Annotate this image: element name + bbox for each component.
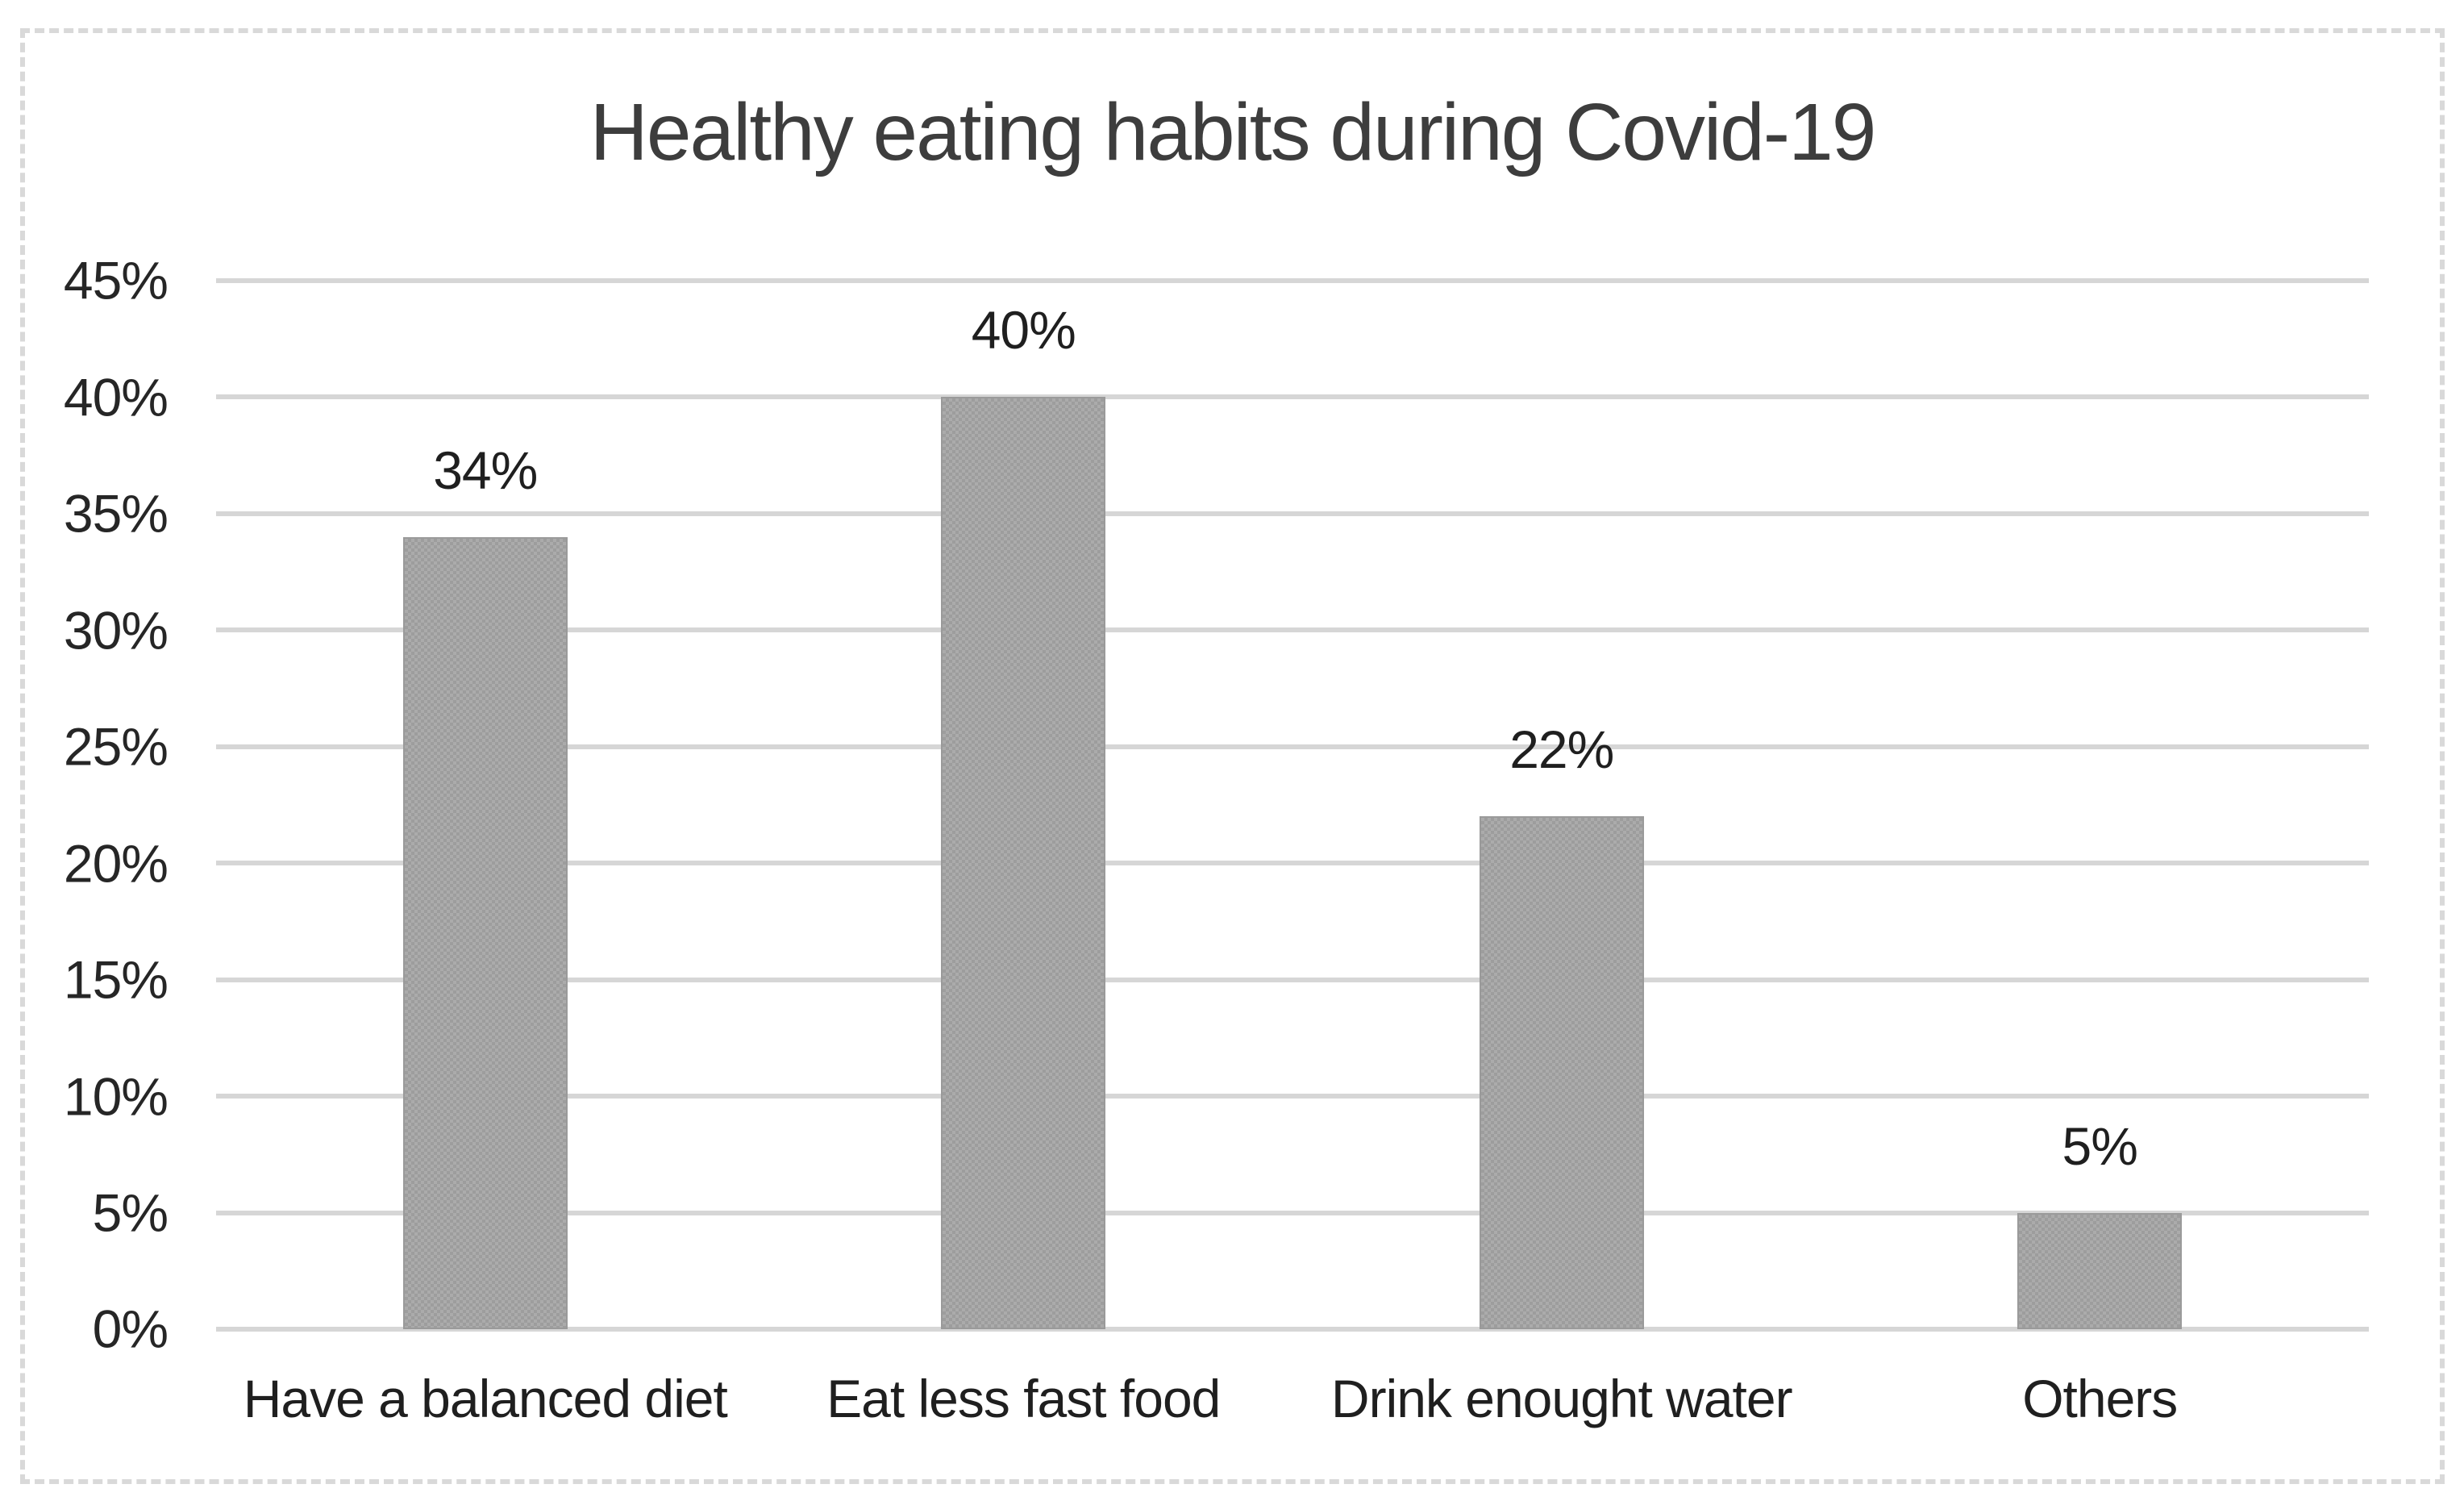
y-tick-label: 25% <box>63 716 169 777</box>
bar-value-label: 5% <box>2062 1115 2138 1176</box>
y-tick-label: 20% <box>63 832 169 893</box>
y-tick-label: 5% <box>92 1182 169 1243</box>
bar <box>1479 816 1644 1329</box>
gridline <box>216 744 2369 749</box>
y-tick-label: 40% <box>63 367 169 427</box>
y-tick-label: 30% <box>63 600 169 661</box>
bar-value-label: 40% <box>971 300 1076 361</box>
category-label: Drink enought water <box>1330 1369 1793 1428</box>
gridline <box>216 627 2369 633</box>
gridline <box>216 278 2369 283</box>
gridline <box>216 977 2369 982</box>
gridline <box>216 1094 2369 1099</box>
y-tick-label: 35% <box>63 483 169 544</box>
bar <box>2017 1212 2183 1329</box>
y-tick-label: 0% <box>92 1299 169 1359</box>
category-label: Have a balanced diet <box>243 1369 728 1428</box>
category-label: Others <box>2022 1369 2178 1428</box>
gridline <box>216 1210 2369 1215</box>
gridline <box>216 511 2369 516</box>
chart-title: Healthy eating habits during Covid-19 <box>589 87 1877 177</box>
bar-value-label: 22% <box>1509 719 1614 780</box>
gridline <box>216 394 2369 400</box>
y-tick-label: 15% <box>63 949 169 1010</box>
bar <box>402 536 568 1329</box>
y-tick-label: 10% <box>63 1065 169 1126</box>
bar-value-label: 34% <box>433 440 538 500</box>
y-tick-label: 45% <box>63 250 169 311</box>
bar <box>941 397 1106 1329</box>
gridline <box>216 861 2369 866</box>
category-label: Eat less fast food <box>826 1369 1221 1428</box>
gridline <box>216 1327 2369 1332</box>
chart-frame: Healthy eating habits during Covid-19 0%… <box>20 28 2445 1484</box>
plot-area: 0% 5% 10% 15% 20% 25% 30% 35% 40% 45% 34% Have a ba… <box>64 252 2369 1428</box>
